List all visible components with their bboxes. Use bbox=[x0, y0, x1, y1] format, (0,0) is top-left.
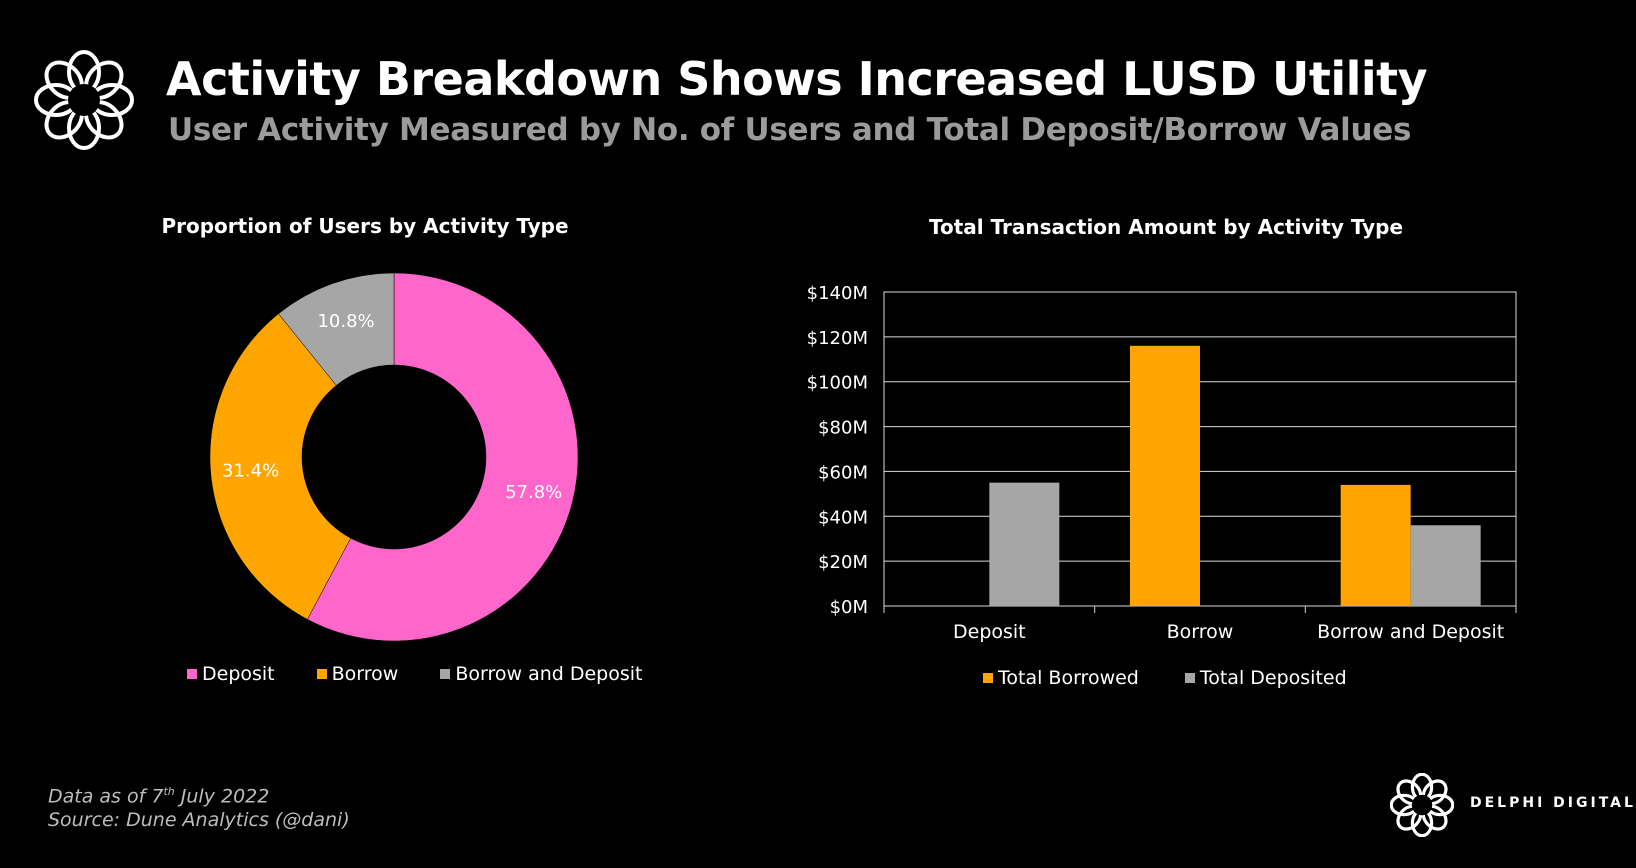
legend-swatch bbox=[440, 669, 451, 679]
y-tick-label: $80M bbox=[818, 418, 868, 439]
y-tick-label: $20M bbox=[818, 552, 868, 573]
page-title: Activity Breakdown Shows Increased LUSD … bbox=[166, 52, 1428, 106]
x-tick-label: Deposit bbox=[953, 621, 1026, 643]
y-tick-label: $60M bbox=[818, 462, 868, 483]
legend-swatch bbox=[316, 669, 327, 679]
pie-data-label: 31.4% bbox=[222, 461, 279, 482]
delphi-brand-icon bbox=[1390, 773, 1454, 837]
legend-label: Total Deposited bbox=[1199, 667, 1347, 689]
legend-swatch bbox=[983, 673, 993, 683]
page-subtitle: User Activity Measured by No. of Users a… bbox=[168, 112, 1412, 148]
bar-chart-title: Total Transaction Amount by Activity Typ… bbox=[928, 215, 1404, 239]
logo-center bbox=[68, 84, 100, 116]
legend-swatch bbox=[1184, 673, 1195, 683]
brand-name: DELPHI DIGITAL bbox=[1470, 795, 1636, 811]
footnote: Data as of 7th July 2022 Source: Dune An… bbox=[48, 780, 350, 832]
pie-chart-title: Proportion of Users by Activity Type bbox=[161, 214, 569, 238]
pie-slice-borrow bbox=[209, 313, 352, 620]
date-sup: th bbox=[163, 785, 175, 798]
bar-total-borrowed-borrow bbox=[1130, 345, 1200, 606]
pie-legend-item-deposit: Deposit bbox=[187, 663, 275, 685]
data-date: Data as of 7th July 2022 bbox=[48, 780, 350, 808]
pie-data-label: 10.8% bbox=[317, 311, 374, 332]
pie-slice-borrow-and-deposit bbox=[278, 272, 395, 386]
y-tick-label: $140M bbox=[807, 283, 868, 304]
bar-legend-item-total-deposited: Total Deposited bbox=[1184, 667, 1347, 689]
x-tick-label: Borrow and Deposit bbox=[1317, 621, 1504, 643]
y-tick-label: $0M bbox=[830, 597, 868, 618]
y-tick-label: $40M bbox=[818, 507, 868, 528]
date-prefix: Data as of 7 bbox=[48, 785, 164, 808]
data-source: Source: Dune Analytics (@dani) bbox=[48, 809, 350, 832]
bar-legend: Total Borrowed Total Deposited bbox=[983, 667, 1347, 689]
bar-total-deposited-deposit bbox=[989, 482, 1060, 606]
legend-label: Deposit bbox=[202, 663, 275, 685]
y-tick-label: $120M bbox=[807, 328, 868, 349]
logo-center bbox=[1411, 794, 1433, 816]
legend-label: Borrow and Deposit bbox=[455, 663, 643, 685]
bar-total-borrowed-borrow-and-deposit bbox=[1340, 484, 1411, 606]
legend-label: Total Borrowed bbox=[998, 667, 1139, 689]
pie-legend-item-borrow-and-deposit: Borrow and Deposit bbox=[440, 663, 643, 685]
pie-data-label: 57.8% bbox=[505, 482, 562, 503]
legend-label: Borrow bbox=[331, 663, 399, 685]
y-tick-label: $100M bbox=[807, 373, 868, 394]
pie-legend: Deposit Borrow Borrow and Deposit bbox=[187, 663, 643, 685]
date-suffix: July 2022 bbox=[174, 785, 270, 808]
bar-legend-item-total-borrowed: Total Borrowed bbox=[983, 667, 1139, 689]
pie-slice-deposit bbox=[307, 272, 579, 642]
pie-legend-item-borrow: Borrow bbox=[316, 663, 399, 685]
bar-total-deposited-borrow-and-deposit bbox=[1410, 525, 1481, 606]
delphi-logo-icon bbox=[34, 50, 134, 150]
x-tick-label: Borrow bbox=[1167, 621, 1234, 643]
legend-swatch bbox=[187, 669, 197, 679]
